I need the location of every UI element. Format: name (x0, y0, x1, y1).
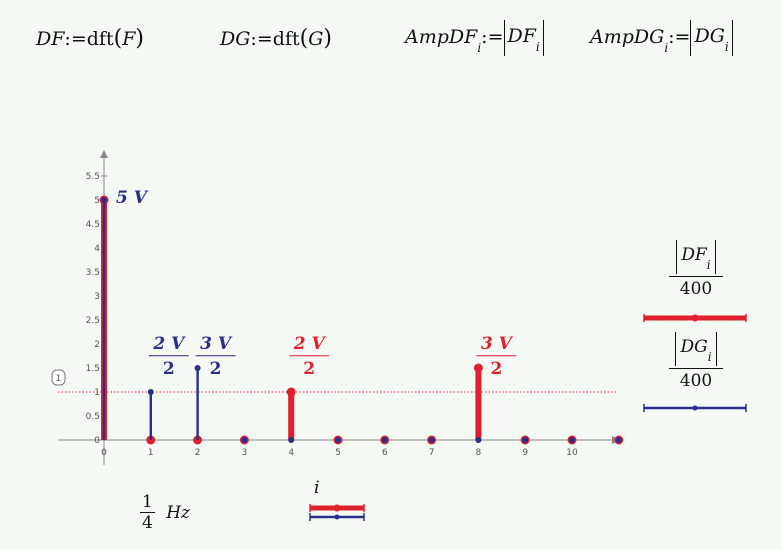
eq-abs-sub: i (535, 40, 540, 54)
annotation-numerator: 2 V (293, 334, 327, 354)
y-tick-label: 2 (94, 340, 100, 350)
unit-text: Hz (166, 502, 191, 523)
equation-dg[interactable]: DG:=dft(G) (220, 26, 332, 51)
y-tick-label: 1.5 (86, 364, 100, 374)
legend-df[interactable]: DFi 400 (646, 240, 746, 299)
x-axis-unit: 1 4 Hz (140, 492, 190, 533)
x-tick-label: 1 (148, 448, 154, 458)
marker-label: 1 (56, 374, 62, 384)
eq-assign: := (668, 26, 691, 48)
eq-fn: dft (86, 28, 114, 50)
y-tick-label: 3.5 (86, 268, 100, 278)
y-tick-label: 5 (94, 196, 100, 206)
x-tick-label: 9 (522, 448, 528, 458)
stem-point (473, 363, 483, 373)
eq-arg: G (308, 28, 324, 50)
x-tick-label: 2 (195, 448, 201, 458)
eq-arg: F (122, 28, 136, 50)
eq-lhs: AmpDF (405, 26, 478, 48)
annotation-numerator: 3 V (481, 334, 514, 354)
unit-num: 1 (140, 492, 155, 513)
annotation-denominator: 2 (210, 359, 222, 379)
x-tick-label: 3 (242, 448, 248, 458)
equation-df[interactable]: DF:=dft(F) (36, 26, 144, 51)
eq-abs: DG (694, 25, 725, 47)
x-tick-label: 10 (566, 448, 578, 458)
unit-den: 4 (142, 513, 153, 533)
eq-sub: i (477, 41, 482, 55)
legend-trace-markers[interactable] (309, 314, 747, 521)
annotation-denominator: 2 (303, 359, 315, 379)
eq-lhs: AmpDG (590, 26, 665, 48)
x-tick-label: 8 (476, 448, 482, 458)
marker-badge[interactable]: 1 (51, 369, 66, 386)
x-tick-label: 4 (288, 448, 294, 458)
stem-point (147, 389, 154, 395)
eq-abs: DF (507, 25, 536, 47)
annotation-denominator: 2 (163, 359, 175, 379)
annotation-label: 5 V (116, 188, 149, 208)
eq-assign: := (481, 26, 504, 48)
y-tick-label: 0 (94, 436, 100, 446)
y-tick-label: 2.5 (86, 316, 100, 326)
x-axis-variable[interactable]: i (314, 478, 319, 498)
stem-point (615, 437, 622, 443)
eq-lhs: DF (36, 28, 65, 50)
x-tick-label: 0 (101, 448, 107, 458)
annotation-denominator: 2 (490, 359, 502, 379)
x-tick-label: 6 (382, 448, 388, 458)
x-var: i (314, 478, 320, 498)
legend-den: 400 (669, 368, 723, 391)
eq-abs-sub: i (724, 40, 729, 54)
legend-sub: i (707, 350, 712, 364)
stem-point (288, 437, 295, 443)
equation-ampdf[interactable]: AmpDFi:= DFi (405, 20, 544, 56)
y-tick-label: 1 (94, 388, 100, 398)
axis-var-df-marker-dot (333, 504, 341, 512)
eq-assign: := (64, 28, 87, 50)
legend-num: DG (680, 337, 708, 357)
legend-dg-marker-dot (692, 405, 698, 411)
legend-df-marker-dot (691, 314, 699, 322)
x-tick-label: 7 (429, 448, 435, 458)
plot-marks (99, 195, 624, 445)
stem-point (241, 437, 248, 443)
legend-num: DF (681, 245, 707, 265)
eq-sub: i (664, 41, 669, 55)
y-tick-label: 4.5 (86, 220, 100, 230)
stem-point (522, 437, 529, 443)
legend-den: 400 (669, 276, 723, 299)
stem-point (569, 437, 575, 443)
eq-assign: := (250, 28, 273, 50)
stem-point (428, 437, 435, 443)
stem-point (335, 437, 341, 443)
stem-point (286, 387, 296, 397)
annotation-numerator: 2 V (152, 334, 186, 354)
plot-annotations: 5 V 2 V 2 3 V 2 2 V 2 3 V 2 (116, 188, 517, 379)
annotation-numerator: 3 V (200, 334, 233, 354)
y-tick-label: 4 (94, 244, 100, 254)
equation-ampdg[interactable]: AmpDGi:= DGi (590, 20, 733, 56)
y-tick-label: 5.5 (86, 172, 100, 182)
x-tick-label: 5 (335, 448, 341, 458)
y-axis-arrow (100, 150, 108, 158)
y-tick-label: 3 (94, 292, 100, 302)
eq-lhs: DG (220, 28, 251, 50)
legend-dg[interactable]: DGi 400 (646, 332, 746, 391)
legend-sub: i (706, 258, 711, 272)
stem-point (381, 437, 388, 443)
stem-point (194, 365, 201, 371)
stem-point (475, 437, 482, 443)
y-tick-label: 0.5 (86, 412, 100, 422)
stem-point (101, 197, 107, 203)
eq-fn: dft (272, 28, 300, 50)
axis-var-dg-marker-dot (334, 514, 340, 520)
